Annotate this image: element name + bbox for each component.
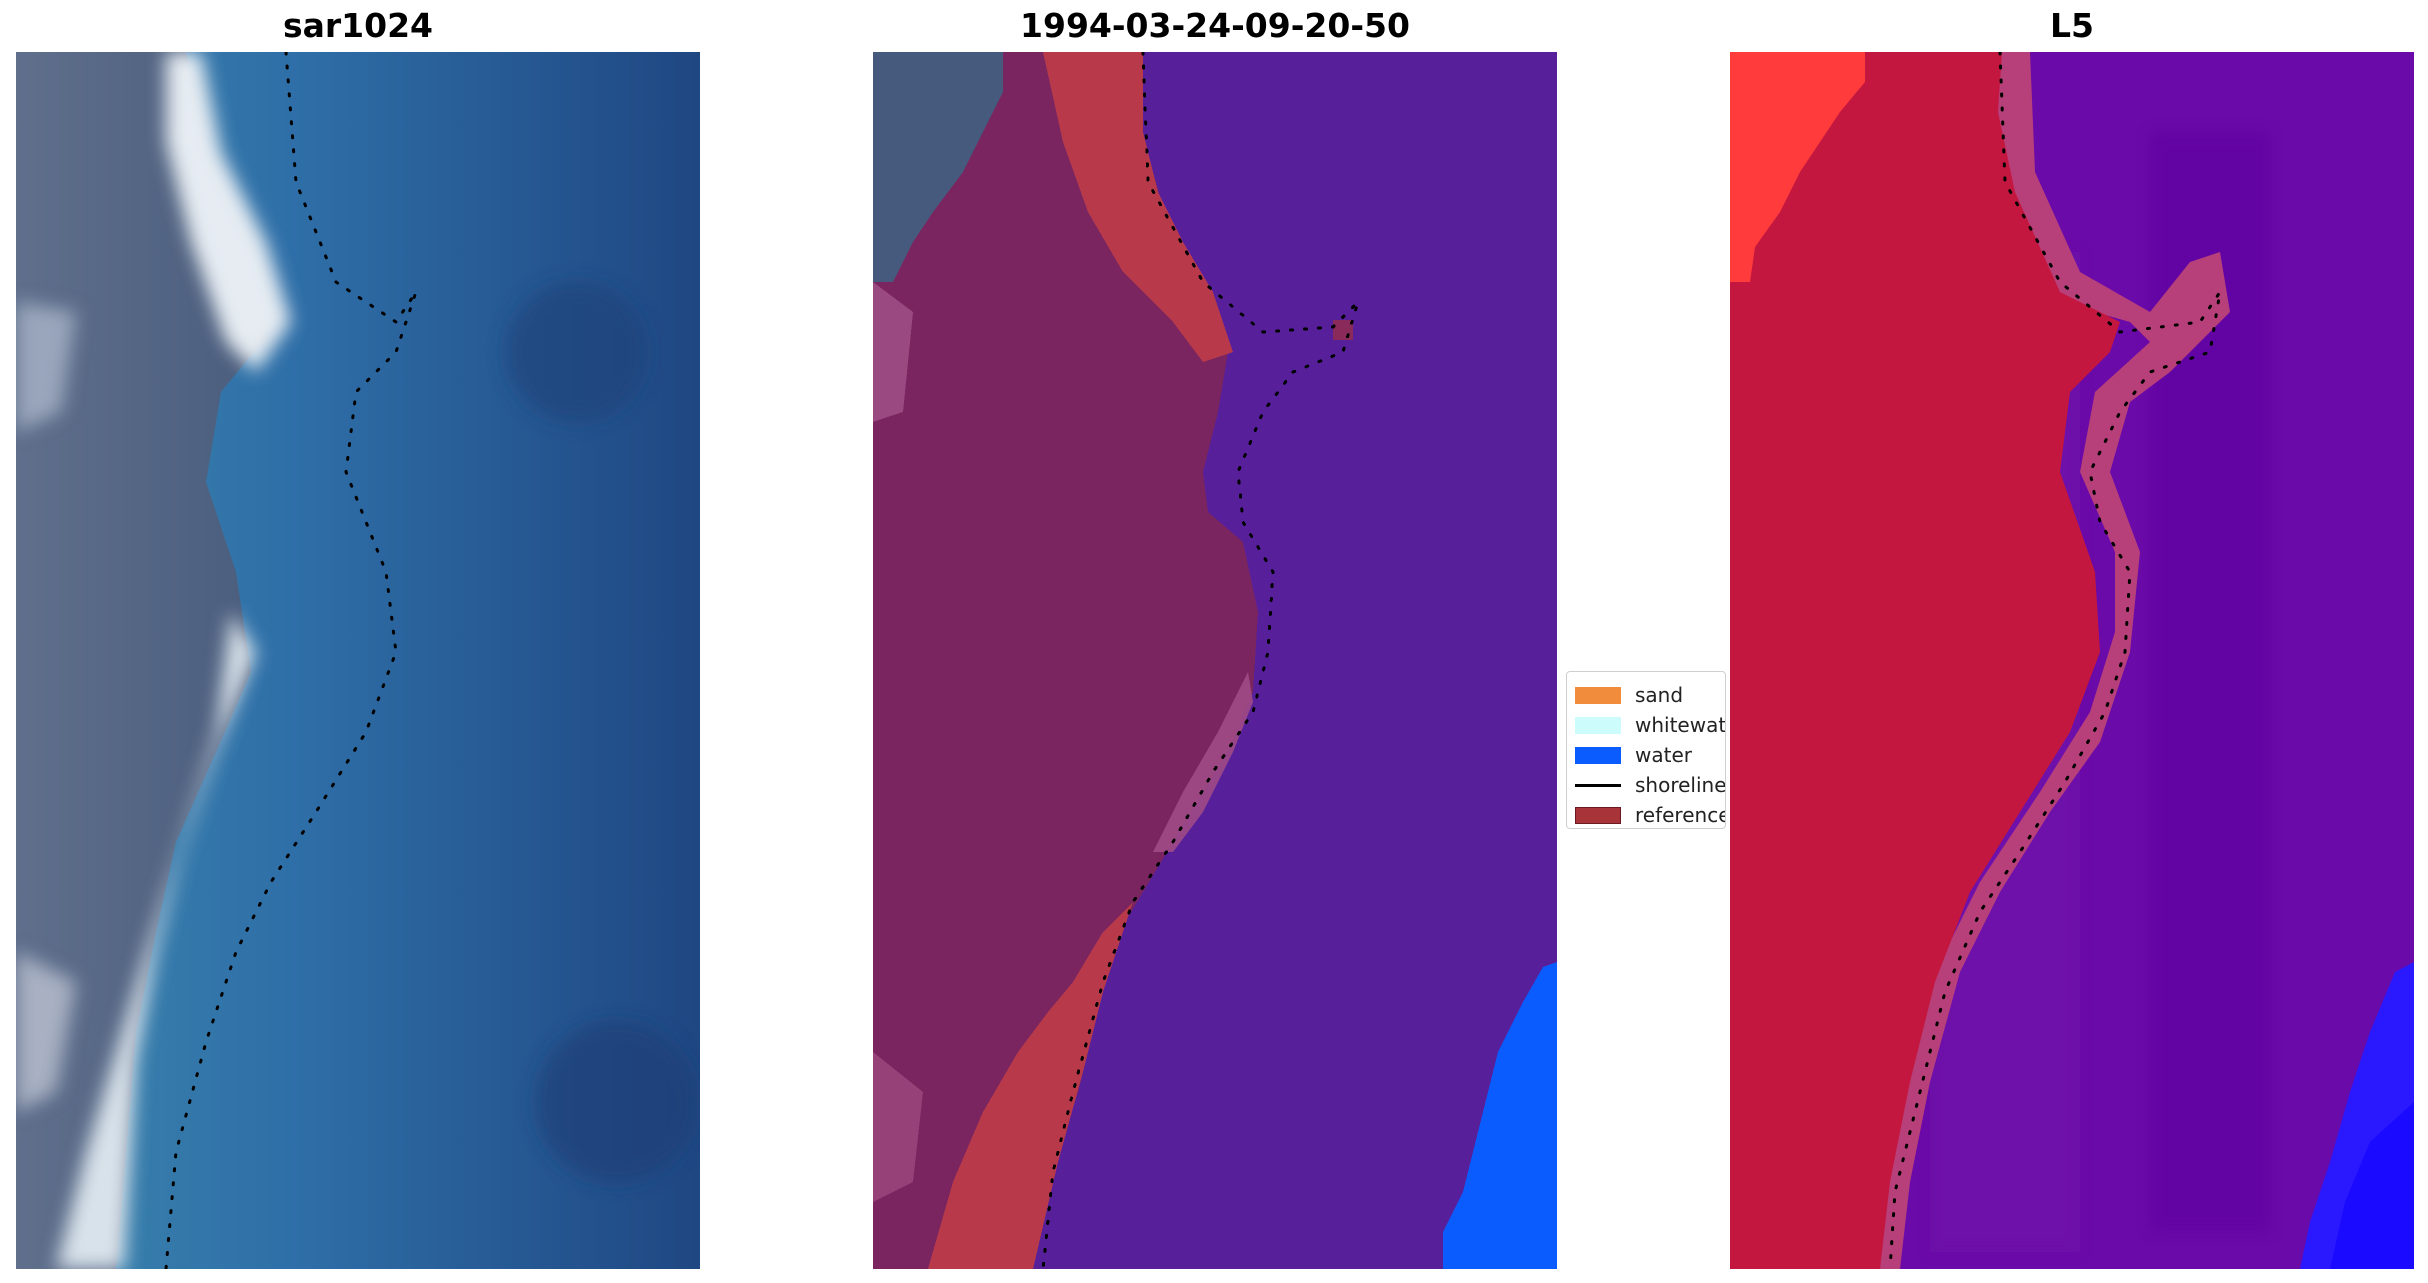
water-swatch-icon (1575, 746, 1621, 764)
legend-label: water (1635, 743, 1692, 767)
image-panel-l5 (1730, 52, 2414, 1269)
classification-image (873, 52, 1557, 1269)
legend-item-water: water (1575, 740, 1725, 770)
shoreline-line-icon (1575, 777, 1621, 794)
sand-swatch-icon (1575, 686, 1621, 704)
legend-item-reference: reference (1575, 800, 1726, 828)
sar-image (16, 52, 700, 1269)
image-panel-classification (873, 52, 1557, 1269)
image-panel-sar (16, 52, 700, 1269)
legend-label: shoreline (1635, 773, 1726, 797)
legend-label: whitewater (1635, 713, 1726, 737)
whitewater-swatch-icon (1575, 716, 1621, 734)
legend-label: reference (1635, 803, 1726, 827)
panel-title-date: 1994-03-24-09-20-50 (1020, 6, 1410, 45)
shoreline-trace (164, 52, 418, 1269)
panel-title-sar: sar1024 (282, 6, 434, 45)
legend-item-shoreline: shoreline (1575, 770, 1725, 800)
legend: sand whitewater water shoreline referenc… (1566, 671, 1726, 829)
reference-swatch-icon (1575, 806, 1621, 824)
shoreline-trace (1041, 52, 1360, 1269)
l5-image (1730, 52, 2414, 1269)
shoreline-trace (1888, 52, 2222, 1269)
legend-item-sand: sand (1575, 680, 1725, 710)
panel-title-l5: L5 (2050, 6, 2094, 45)
legend-label: sand (1635, 683, 1684, 707)
legend-item-whitewater: whitewater (1575, 710, 1725, 740)
